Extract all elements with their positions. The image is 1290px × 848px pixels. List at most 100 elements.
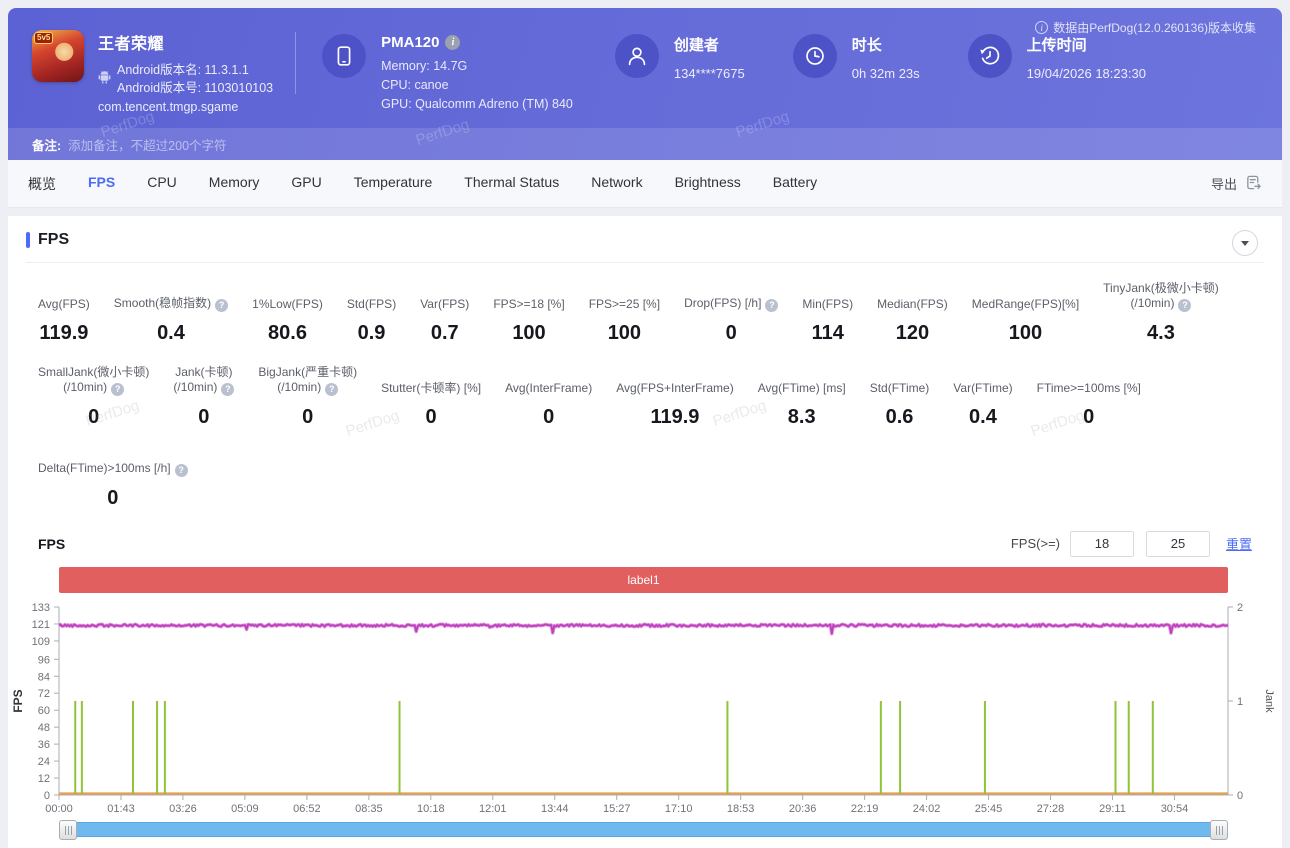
stat-label: Std(FPS) — [346, 297, 397, 311]
svg-text:84: 84 — [38, 671, 50, 683]
stat-item: TinyJank(极微小卡顿) (/10min)? 4.3 — [1103, 281, 1219, 345]
svg-text:06:52: 06:52 — [293, 803, 321, 815]
stat-item: Drop(FPS) [/h]? 0 — [684, 282, 779, 345]
help-icon[interactable]: ? — [215, 299, 229, 312]
stat-item: Jank(卡顿) (/10min)? 0 — [173, 365, 235, 429]
export-button[interactable]: 导出 — [1211, 174, 1262, 194]
chart-range-scrollbar[interactable] — [59, 820, 1228, 840]
stat-value: 100 — [607, 322, 642, 344]
stat-item: BigJank(严重卡顿) (/10min)? 0 — [258, 365, 357, 429]
app-info-block: 5v5 王者荣耀 — [32, 30, 273, 114]
stat-value: 120 — [895, 322, 930, 344]
stat-label: BigJank(严重卡顿) (/10min)? — [258, 365, 358, 396]
stat-value: 100 — [512, 322, 546, 344]
scrollbar-left-handle[interactable] — [59, 820, 77, 840]
stat-label: MedRange(FPS)[%] — [971, 297, 1080, 311]
stat-item: Avg(FTime) [ms] 8.3 — [758, 366, 846, 429]
phone-icon — [322, 34, 367, 78]
stat-value: 0.4 — [157, 322, 185, 344]
tab-temperature[interactable]: Temperature — [353, 173, 433, 190]
stat-label: Avg(InterFrame) — [505, 381, 593, 395]
stat-label: Jank(卡顿) (/10min)? — [173, 365, 235, 396]
help-icon[interactable]: ? — [221, 383, 235, 396]
tab-memory[interactable]: Memory — [208, 173, 260, 190]
data-source-note: i 数据由PerfDog(12.0.260136)版本收集 — [1035, 19, 1256, 36]
svg-text:24:02: 24:02 — [913, 803, 941, 815]
stat-label: Avg(FTime) [ms] — [757, 381, 846, 395]
stat-label: SmallJank(微小卡顿) (/10min)? — [38, 365, 150, 396]
duration-label: 时长 — [851, 37, 882, 54]
tab-brightness[interactable]: Brightness — [674, 173, 741, 190]
stat-item: 1%Low(FPS) 80.6 — [252, 282, 323, 345]
person-icon — [614, 34, 659, 78]
reset-link[interactable]: 重置 — [1225, 537, 1252, 552]
note-placeholder: 添加备注，不超过200个字符 — [68, 138, 227, 153]
help-icon[interactable]: ? — [1178, 299, 1192, 312]
android-version-code: Android版本号: 1103010103 — [117, 81, 274, 95]
svg-text:22:19: 22:19 — [851, 803, 879, 815]
stat-value: 0.4 — [969, 406, 997, 428]
collapse-section-button[interactable] — [1232, 230, 1258, 256]
section-divider — [26, 262, 1264, 263]
fps-stats-row-2: SmallJank(微小卡顿) (/10min)? 0 Jank(卡顿) (/10min… — [8, 365, 1282, 429]
stat-item: FPS>=25 [%] 100 — [589, 282, 660, 345]
fps-threshold-min-input[interactable] — [1069, 530, 1134, 557]
tab-thermal-status[interactable]: Thermal Status — [464, 173, 560, 190]
stat-value: 0 — [107, 487, 119, 509]
tab-fps[interactable]: FPS — [88, 173, 116, 190]
stat-item: Median(FPS) 120 — [877, 282, 948, 345]
stat-item: Std(FTime) 0.6 — [870, 366, 930, 429]
stat-value: 0 — [425, 406, 437, 428]
tab-cpu[interactable]: CPU — [147, 173, 177, 190]
device-info-block: PMA120 i Memory: 14.7G CPU: canoe GPU: Q… — [322, 30, 573, 114]
history-clock-icon — [967, 34, 1012, 78]
stat-value: 0.7 — [430, 322, 459, 344]
stat-label: Var(FTime) — [953, 381, 1013, 395]
help-icon[interactable]: ? — [111, 383, 125, 396]
fps-threshold-label: FPS(>=) — [1010, 536, 1060, 551]
fps-threshold-max-input[interactable] — [1145, 530, 1210, 557]
svg-text:0: 0 — [1237, 790, 1243, 802]
svg-text:1: 1 — [1237, 696, 1243, 708]
tab-network[interactable]: Network — [591, 173, 643, 190]
stat-value: 0.9 — [357, 322, 386, 344]
svg-text:05:09: 05:09 — [231, 803, 259, 815]
device-info-icon[interactable]: i — [445, 35, 461, 50]
stat-label: 1%Low(FPS) — [252, 297, 323, 311]
tab-gpu[interactable]: GPU — [291, 173, 322, 190]
device-name-row: PMA120 i — [381, 34, 573, 51]
upload-time-value: 19/04/2026 18:23:30 — [1026, 66, 1146, 81]
stat-value: 4.3 — [1147, 322, 1175, 344]
svg-text:72: 72 — [38, 688, 50, 700]
tab-概览[interactable]: 概览 — [28, 175, 56, 192]
stat-label: Min(FPS) — [802, 297, 854, 311]
app-title: 王者荣耀 — [98, 36, 165, 53]
svg-text:109: 109 — [32, 636, 50, 648]
note-bar[interactable]: 备注: 添加备注，不超过200个字符 — [8, 128, 1282, 160]
stat-label: Delta(FTime)>100ms [/h]? — [38, 447, 188, 477]
header-divider — [295, 32, 297, 94]
app-icon-badge: 5v5 — [34, 32, 54, 44]
stat-value: 119.9 — [650, 406, 700, 428]
help-icon[interactable]: ? — [765, 299, 779, 312]
help-icon[interactable]: ? — [325, 383, 339, 396]
svg-text:48: 48 — [38, 722, 50, 734]
tab-battery[interactable]: Battery — [772, 173, 818, 190]
svg-text:18:53: 18:53 — [727, 803, 755, 815]
stat-value: 0.6 — [885, 406, 914, 428]
stat-value: 0 — [198, 406, 210, 428]
stat-label: Median(FPS) — [877, 297, 948, 311]
help-icon[interactable]: ? — [174, 464, 188, 477]
stat-value: 0 — [543, 406, 555, 428]
svg-text:30:54: 30:54 — [1161, 803, 1189, 815]
stat-value: 119.9 — [39, 322, 89, 344]
stat-item: Smooth(稳帧指数)? 0.4 — [114, 282, 229, 345]
svg-text:133: 133 — [32, 602, 50, 614]
stat-value: 0 — [1083, 406, 1095, 428]
tabs: 概览 FPS CPU Memory GPU Temperature Thermal Stat… — [28, 174, 817, 194]
scrollbar-right-handle[interactable] — [1210, 820, 1228, 840]
stat-value: 80.6 — [268, 322, 307, 344]
fps-stats-row-3: Delta(FTime)>100ms [/h]? 0 — [8, 447, 1282, 510]
android-version-name: Android版本名: 11.3.1.1 — [117, 63, 249, 77]
